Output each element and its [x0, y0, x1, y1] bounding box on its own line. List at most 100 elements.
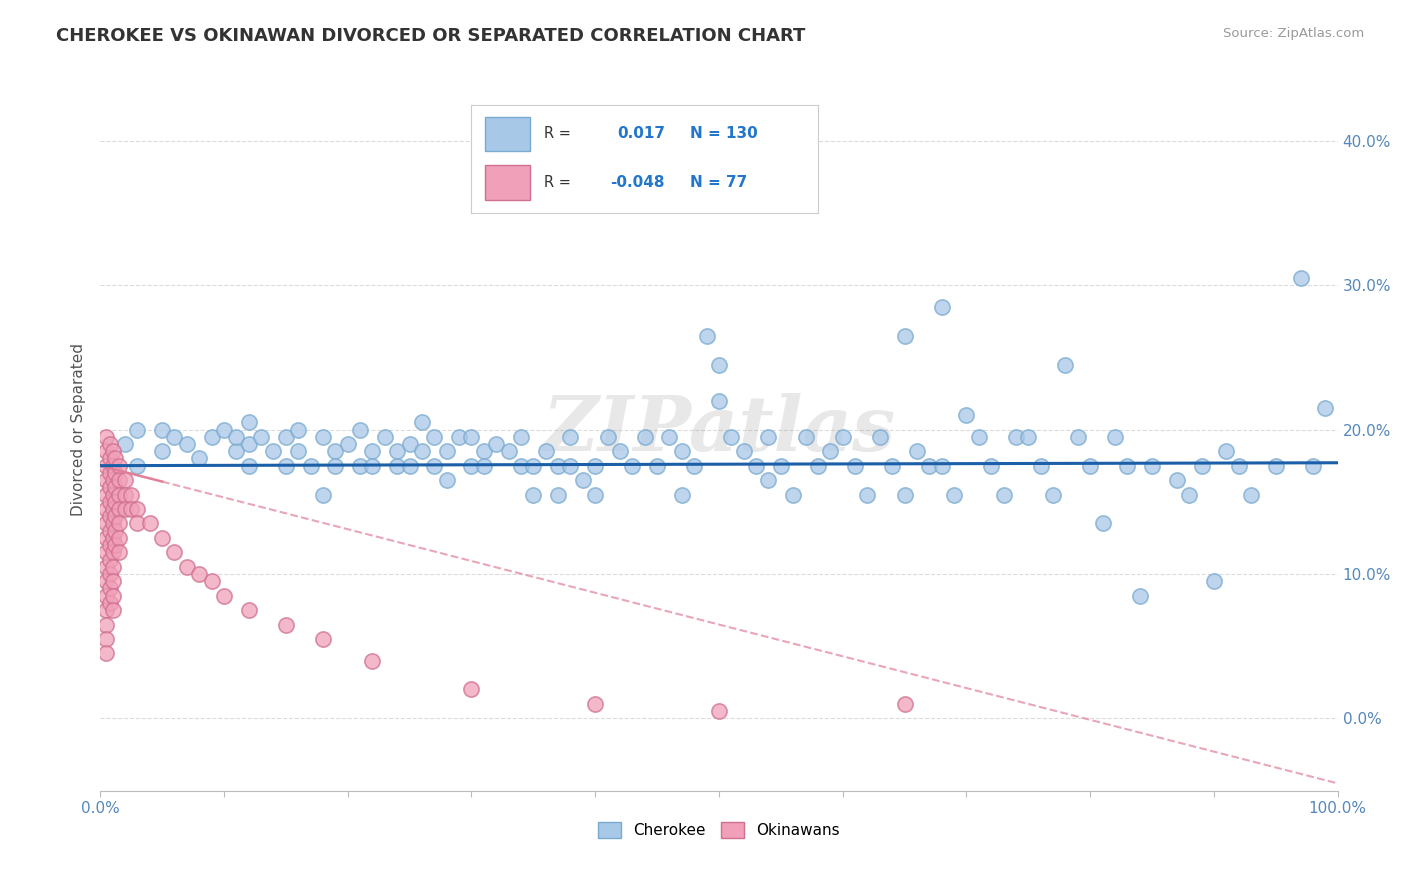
Point [918, 458, 941, 473]
Point [423, 430, 446, 444]
Point [101, 516, 124, 531]
Point [831, 430, 853, 444]
Point [107, 516, 129, 531]
Point [312, 487, 335, 501]
Point [323, 444, 346, 458]
Point [101, 574, 124, 589]
Point [101, 444, 124, 458]
Point [1104, 430, 1126, 444]
Point [150, 531, 173, 545]
Point [893, 697, 915, 711]
Point [931, 300, 953, 314]
Point [101, 487, 124, 501]
Point [633, 430, 655, 444]
Point [1166, 473, 1188, 487]
Point [212, 589, 235, 603]
Point [720, 430, 742, 444]
Point [96, 516, 118, 531]
Point [374, 430, 396, 444]
Point [794, 430, 817, 444]
Point [745, 458, 768, 473]
Point [96, 531, 118, 545]
Point [101, 502, 124, 516]
Point [707, 358, 730, 372]
Point [96, 487, 118, 501]
Point [101, 473, 124, 487]
Point [323, 458, 346, 473]
Point [522, 487, 544, 501]
Point [609, 444, 631, 458]
Point [98, 509, 121, 524]
Point [509, 458, 531, 473]
Point [1240, 487, 1263, 501]
Point [96, 574, 118, 589]
Point [96, 617, 118, 632]
Point [1054, 358, 1077, 372]
Point [312, 632, 335, 646]
Point [621, 458, 644, 473]
Point [398, 458, 420, 473]
Point [299, 458, 322, 473]
Point [107, 531, 129, 545]
Point [683, 458, 706, 473]
Point [733, 444, 755, 458]
Point [447, 430, 470, 444]
Point [163, 545, 186, 559]
Point [212, 423, 235, 437]
Point [163, 430, 186, 444]
Point [138, 516, 160, 531]
Text: ZIPatlas: ZIPatlas [543, 392, 896, 467]
Point [695, 328, 717, 343]
Point [993, 487, 1015, 501]
Point [127, 516, 149, 531]
Point [127, 458, 149, 473]
Point [869, 430, 891, 444]
Text: Source: ZipAtlas.com: Source: ZipAtlas.com [1223, 27, 1364, 40]
Point [893, 328, 915, 343]
Point [98, 538, 121, 552]
Point [250, 430, 273, 444]
Point [101, 589, 124, 603]
Point [200, 430, 222, 444]
Y-axis label: Divorced or Separated: Divorced or Separated [72, 343, 86, 516]
Point [96, 646, 118, 660]
Point [547, 458, 569, 473]
Point [1005, 430, 1028, 444]
Point [120, 502, 142, 516]
Point [583, 458, 606, 473]
Point [98, 524, 121, 538]
Point [274, 458, 297, 473]
Point [472, 444, 495, 458]
Text: CHEROKEE VS OKINAWAN DIVORCED OR SEPARATED CORRELATION CHART: CHEROKEE VS OKINAWAN DIVORCED OR SEPARAT… [56, 27, 806, 45]
Point [101, 545, 124, 559]
Point [560, 430, 582, 444]
Point [101, 603, 124, 617]
Point [188, 566, 211, 581]
Point [583, 487, 606, 501]
Point [583, 697, 606, 711]
Point [1129, 589, 1152, 603]
Point [274, 430, 297, 444]
Point [1078, 458, 1101, 473]
Point [96, 502, 118, 516]
Point [460, 430, 482, 444]
Point [120, 487, 142, 501]
Point [1017, 430, 1039, 444]
Point [127, 423, 149, 437]
Point [262, 444, 284, 458]
Point [485, 437, 508, 451]
Point [671, 487, 693, 501]
Point [188, 451, 211, 466]
Point [225, 430, 247, 444]
Point [1202, 574, 1225, 589]
Point [820, 444, 842, 458]
Point [98, 552, 121, 566]
Point [398, 437, 420, 451]
Point [225, 444, 247, 458]
Point [671, 444, 693, 458]
Point [101, 458, 124, 473]
Point [107, 545, 129, 559]
Point [472, 458, 495, 473]
Point [1140, 458, 1163, 473]
Point [238, 437, 260, 451]
